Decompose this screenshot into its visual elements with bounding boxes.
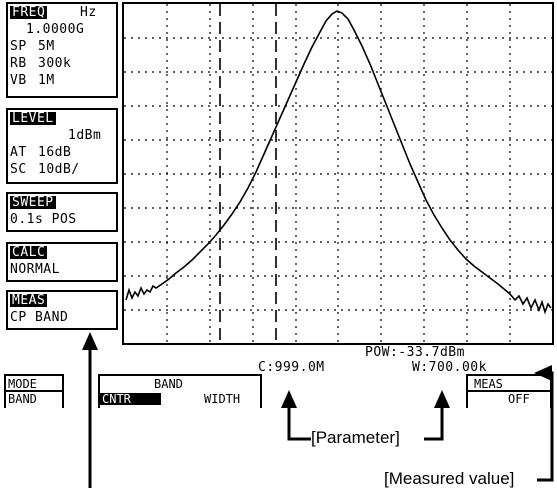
- analyzer-screen: FREQ Hz 1.0000G SP 5M RB 300k VB 1M LEVE…: [4, 2, 554, 408]
- parameter-callout: [Parameter]: [311, 428, 400, 447]
- rbw-value: 300k: [38, 56, 72, 71]
- spectrum-trace: [125, 10, 552, 315]
- freq-unit: Hz: [80, 5, 97, 20]
- spectrum-graph: [124, 4, 552, 343]
- sweep-value: 0.1s POS: [10, 212, 77, 227]
- scale-label: SC: [10, 162, 27, 177]
- meas-panel: MEAS CP BAND: [6, 290, 118, 330]
- center-readout: C:999.0M: [258, 360, 325, 375]
- att-label: AT: [10, 145, 27, 160]
- meas-softkey[interactable]: MEAS OFF: [468, 376, 550, 406]
- freq-panel: FREQ Hz 1.0000G SP 5M RB 300k VB 1M: [6, 2, 118, 98]
- scale-value: 10dB/: [38, 162, 80, 177]
- mode-value: BAND: [8, 392, 37, 406]
- vbw-value: 1M: [38, 73, 55, 88]
- band-softkey[interactable]: BAND CNTR WIDTH: [100, 376, 260, 406]
- span-value: 5M: [38, 39, 55, 54]
- mode-softkey[interactable]: MODE BAND: [6, 376, 62, 406]
- meas-key-value: OFF: [508, 392, 530, 406]
- meas-title: MEAS: [10, 293, 48, 308]
- calc-title: CALC: [10, 245, 48, 260]
- sweep-panel: SWEEP 0.1s POS: [6, 192, 118, 232]
- width-readout: W:700.00k: [412, 360, 487, 375]
- width-option[interactable]: WIDTH: [204, 392, 241, 406]
- band-title: BAND: [154, 377, 183, 391]
- band-markers: [219, 4, 277, 343]
- span-label: SP: [10, 39, 27, 54]
- center-frequency: 1.0000G: [26, 22, 85, 37]
- calc-panel: CALC NORMAL: [6, 242, 118, 282]
- vbw-label: VB: [10, 73, 27, 88]
- meas-value: CP BAND: [10, 310, 69, 325]
- spectrum-plot: [122, 2, 554, 345]
- cntr-option[interactable]: CNTR: [100, 393, 161, 405]
- meas-key-label: MEAS: [474, 377, 503, 391]
- power-readout: POW:-33.7dBm: [365, 345, 465, 360]
- att-value: 16dB: [38, 145, 72, 160]
- sweep-title: SWEEP: [10, 195, 56, 210]
- softkey-bar: MODE BAND BAND CNTR WIDTH MEAS OFF: [4, 374, 552, 408]
- mode-label: MODE: [8, 377, 37, 391]
- level-panel: LEVEL 1dBm AT 16dB SC 10dB/: [6, 108, 118, 184]
- calc-value: NORMAL: [10, 262, 60, 277]
- freq-title: FREQ: [10, 5, 48, 20]
- ref-level: 1dBm: [68, 128, 102, 143]
- rbw-label: RB: [10, 56, 27, 71]
- level-title: LEVEL: [10, 111, 56, 126]
- grid-lines: [124, 4, 552, 343]
- measured-value-callout: [Measured value]: [384, 469, 515, 488]
